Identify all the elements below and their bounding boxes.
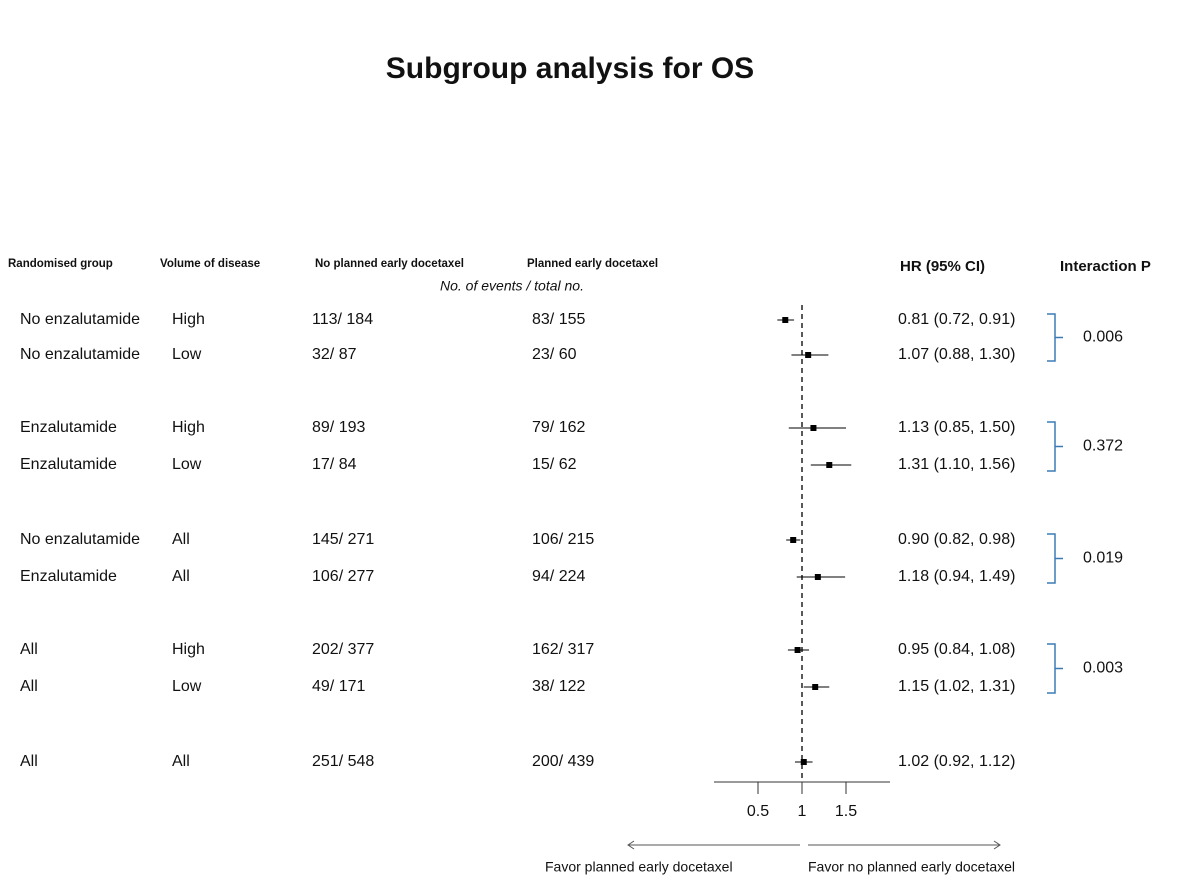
group-label: No enzalutamide [20,346,140,363]
interaction-bracket [1047,313,1063,362]
group-label: No enzalutamide [20,531,140,548]
hr-label: 1.15 (1.02, 1.31) [898,678,1015,695]
no-planned-count: 113/ 184 [312,311,373,328]
no-planned-count: 17/ 84 [312,456,357,473]
group-label: All [20,678,38,695]
volume-label: Low [172,346,202,363]
hr-point [794,647,801,653]
volume-label: Low [172,678,202,695]
no-planned-count: 202/ 377 [312,641,374,658]
hr-point [826,462,833,468]
planned-count: 38/ 122 [532,678,585,695]
volume-label: All [172,531,190,548]
interaction-bracket [1047,421,1063,472]
x-tick-label: 1 [798,803,807,820]
hr-label: 0.95 (0.84, 1.08) [898,641,1015,658]
no-planned-count: 49/ 171 [312,678,365,695]
no-planned-count: 89/ 193 [312,419,365,436]
chart-title: Subgroup analysis for OS [386,52,754,85]
column-header: No planned early docetaxel [315,258,464,270]
interaction-p: 0.003 [1083,660,1123,677]
subheader: No. of events / total no. [440,278,584,294]
group-label: No enzalutamide [20,311,140,328]
interaction-p: 0.019 [1083,550,1123,567]
column-header: Randomised group [8,258,113,270]
column-header: Planned early docetaxel [527,258,658,270]
planned-count: 162/ 317 [532,641,594,658]
no-planned-count: 32/ 87 [312,346,357,363]
right-arrow-head [993,840,1001,850]
planned-count: 94/ 224 [532,568,585,585]
hr-point [810,425,817,431]
no-planned-count: 106/ 277 [312,568,374,585]
planned-count: 15/ 62 [532,456,577,473]
volume-label: All [172,568,190,585]
favor-left-label: Favor planned early docetaxel [545,859,733,875]
hr-point [800,759,807,765]
planned-count: 106/ 215 [532,531,594,548]
hr-point [782,317,789,323]
hr-label: 1.07 (0.88, 1.30) [898,346,1015,363]
volume-label: High [172,419,205,436]
hr-label: 0.81 (0.72, 0.91) [898,311,1015,328]
volume-label: Low [172,456,202,473]
group-label: Enzalutamide [20,568,117,585]
hr-label: 0.90 (0.82, 0.98) [898,531,1015,548]
interaction-bracket [1047,533,1063,584]
column-header: HR (95% CI) [900,258,985,275]
interaction-p: 0.372 [1083,438,1123,455]
favor-right-label: Favor no planned early docetaxel [808,859,1015,875]
column-header: Volume of disease [160,258,260,270]
no-planned-count: 251/ 548 [312,753,374,770]
group-label: All [20,753,38,770]
planned-count: 200/ 439 [532,753,594,770]
planned-count: 23/ 60 [532,346,577,363]
volume-label: High [172,311,205,328]
x-tick-label: 0.5 [747,803,769,820]
volume-label: High [172,641,205,658]
hr-point [790,537,797,543]
volume-label: All [172,753,190,770]
no-planned-count: 145/ 271 [312,531,374,548]
column-header: Interaction P [1060,258,1151,275]
hr-label: 1.02 (0.92, 1.12) [898,753,1015,770]
interaction-bracket [1047,643,1063,694]
planned-count: 83/ 155 [532,311,585,328]
hr-label: 1.18 (0.94, 1.49) [898,568,1015,585]
interaction-p: 0.006 [1083,329,1123,346]
hr-label: 1.31 (1.10, 1.56) [898,456,1015,473]
hr-point [805,352,812,358]
group-label: Enzalutamide [20,419,117,436]
hr-label: 1.13 (0.85, 1.50) [898,419,1015,436]
group-label: Enzalutamide [20,456,117,473]
hr-point [814,574,821,580]
planned-count: 79/ 162 [532,419,585,436]
x-tick-label: 1.5 [835,803,857,820]
group-label: All [20,641,38,658]
left-arrow-head [627,840,635,850]
hr-point [812,684,819,690]
